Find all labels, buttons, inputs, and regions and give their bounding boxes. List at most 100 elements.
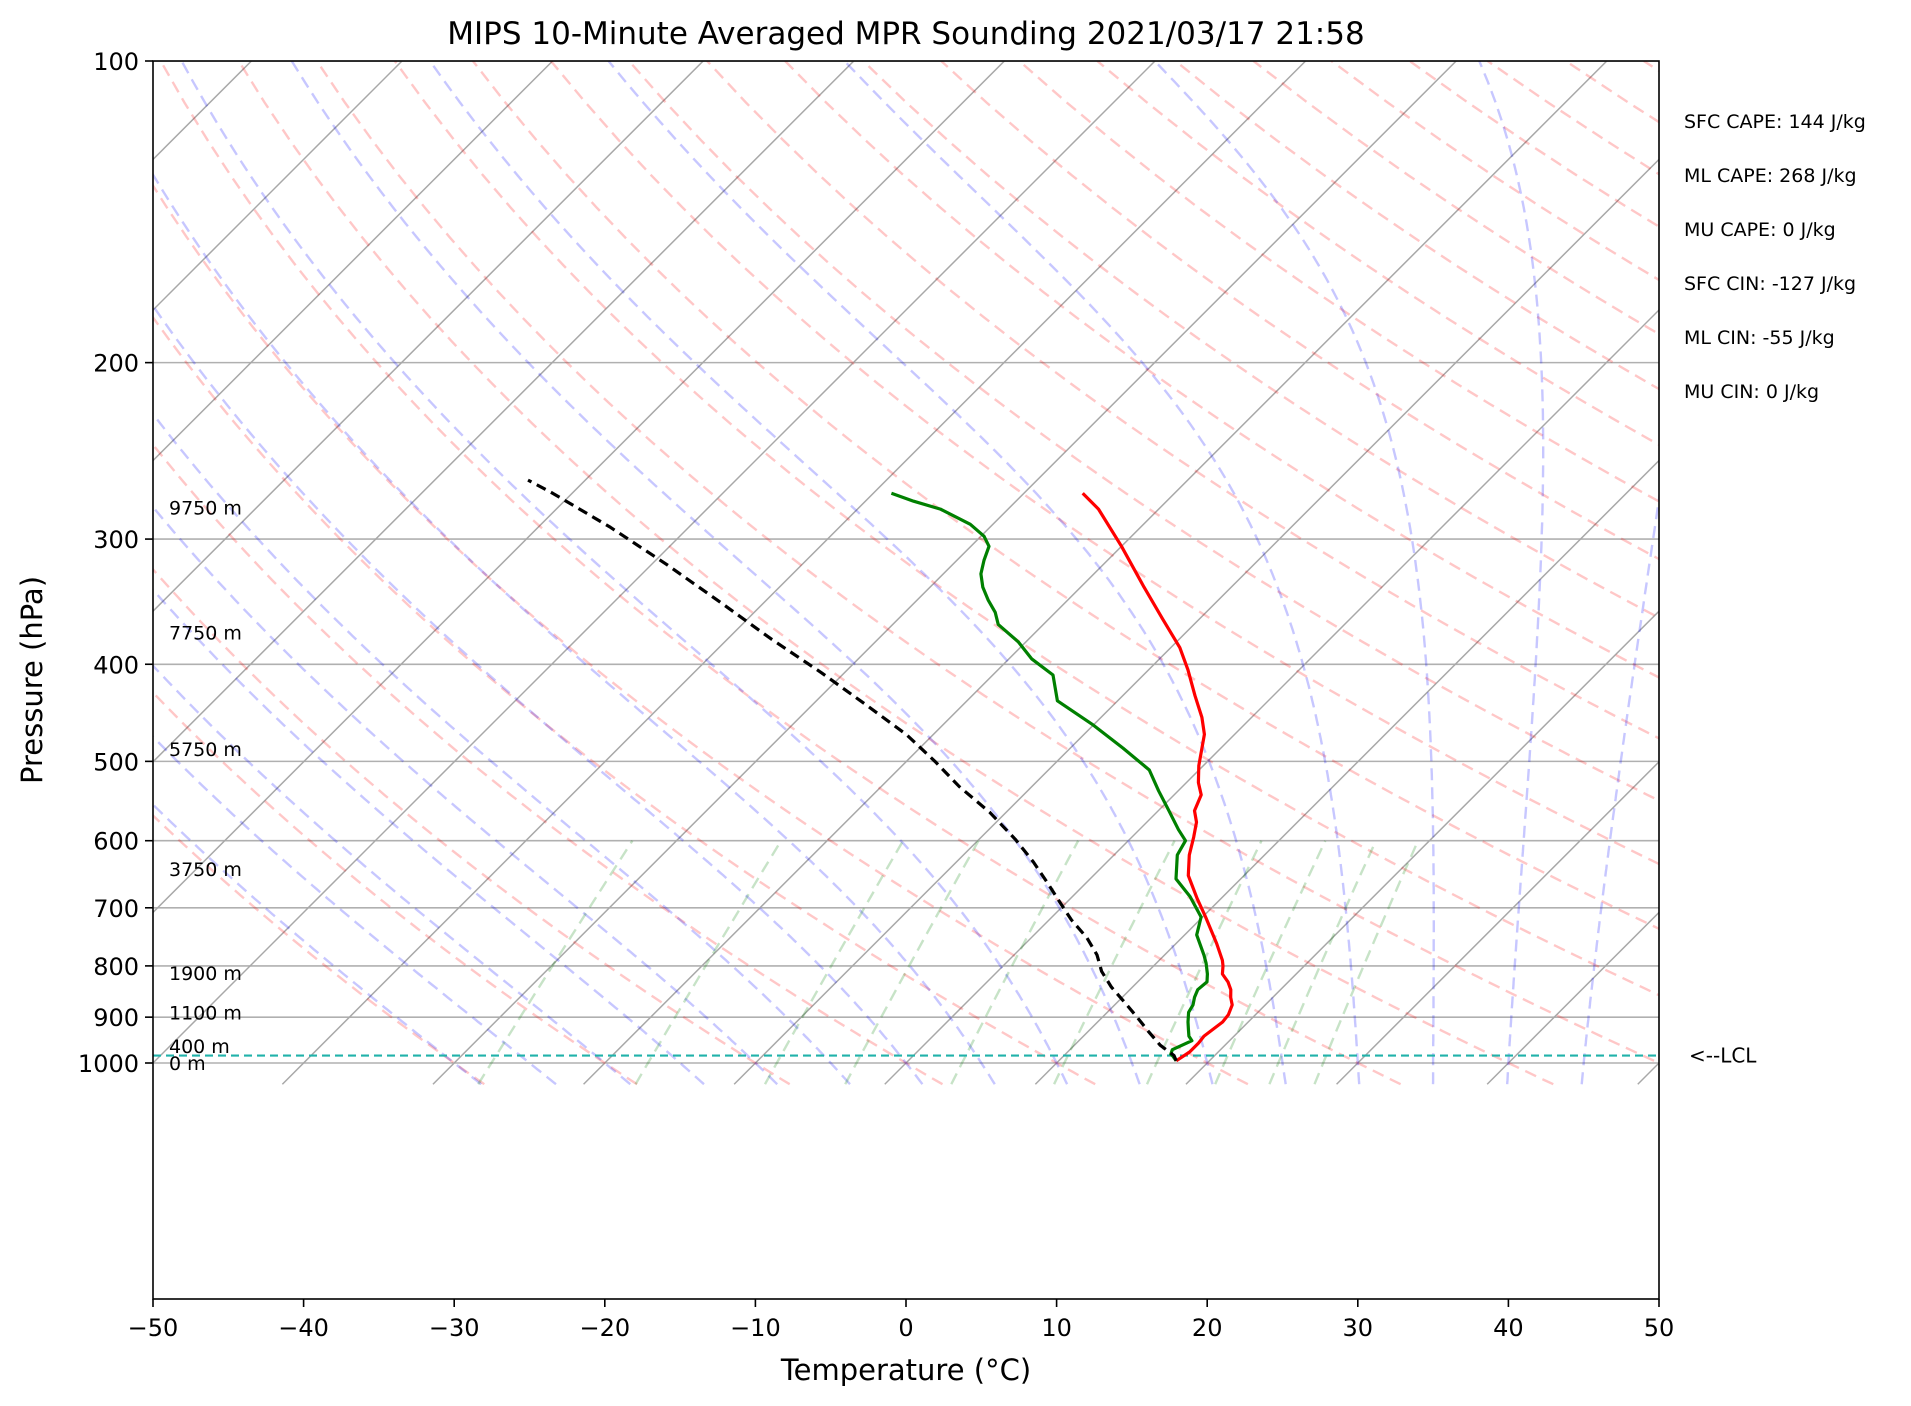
height-label: 1100 m — [169, 1002, 242, 1024]
y-tick-label: 100 — [93, 48, 139, 76]
series-layer — [527, 478, 1234, 1063]
dewpoint-profile-line — [890, 491, 1209, 1062]
mixing-ratio-line — [950, 840, 1080, 1085]
mixing-ratio-line — [763, 840, 905, 1085]
mixing-ratio-line — [477, 840, 634, 1085]
isotherm-line — [1336, 760, 1659, 1085]
parcel-profile-line — [527, 478, 1178, 1062]
dry-adiabat-line — [153, 567, 791, 1086]
dry-adiabat-line — [1408, 61, 1659, 229]
moist-adiabat-line — [153, 735, 557, 1086]
moist-adiabat-line — [153, 412, 851, 1086]
mixing-ratio-line — [1214, 840, 1327, 1085]
background-lines — [0, 61, 1911, 1086]
mixing-ratio-line — [1268, 840, 1377, 1085]
x-axis-label: Temperature (°C) — [780, 1353, 1031, 1387]
mixing-ratio-line — [1053, 840, 1176, 1085]
isotherm-line — [153, 61, 554, 462]
mixing-ratio-line — [1145, 840, 1263, 1085]
y-tick-label: 400 — [93, 651, 139, 679]
stat-line: MU CIN: 0 J/kg — [1684, 381, 1819, 403]
y-tick-label: 900 — [93, 1004, 139, 1032]
y-tick-label: 700 — [93, 895, 139, 923]
isotherm-line — [1185, 610, 1659, 1085]
frame-layer — [152, 60, 1660, 1300]
isotherm-line — [153, 61, 403, 312]
isotherm-line — [432, 61, 1457, 1085]
plot-frame — [152, 60, 1660, 1300]
moist-adiabat-line — [290, 61, 1141, 1085]
y-axis-label: Pressure (hPa) — [15, 576, 49, 784]
mixing-ratio-line — [634, 840, 783, 1085]
dry-adiabat-line — [1486, 61, 1659, 176]
isotherm-line — [153, 61, 1005, 914]
stat-line: SFC CAPE: 144 J/kg — [1684, 111, 1866, 133]
chart-title: MIPS 10-Minute Averaged MPR Sounding 202… — [447, 16, 1364, 52]
isotherm-line — [1486, 911, 1659, 1085]
moist-adiabat-line — [180, 61, 1069, 1085]
moist-adiabat-line — [153, 303, 924, 1085]
ticks-layer: −50 −40 −30 −20 −10 0 10 20 30 40 50 100 200 300 400 50… — [78, 48, 1674, 1342]
stat-line: SFC CIN: -127 J/kg — [1684, 273, 1856, 295]
isotherm-line — [153, 61, 252, 161]
isotherm-line — [0, 61, 101, 1084]
x-tick-label: 10 — [1041, 1314, 1072, 1342]
x-tick-label: −50 — [128, 1314, 179, 1342]
y-tick-label: 800 — [93, 953, 139, 981]
dry-adiabat-line — [1722, 61, 1911, 1084]
dry-adiabat-line — [1330, 61, 1659, 282]
stat-line: MU CAPE: 0 J/kg — [1684, 219, 1836, 241]
height-label: 9750 m — [169, 497, 242, 519]
dry-adiabat-line — [153, 442, 944, 1086]
dry-adiabat-line — [153, 813, 485, 1086]
isotherm-line — [1034, 459, 1659, 1085]
moist-adiabat-line — [153, 587, 705, 1086]
dry-adiabat-line — [628, 61, 1659, 802]
dry-adiabat-line — [315, 61, 1659, 1065]
dry-adiabat-line — [549, 61, 1659, 866]
dry-adiabat-line — [862, 61, 1659, 620]
moist-adiabat-line — [843, 61, 1361, 1085]
y-tick-label: 1000 — [78, 1050, 139, 1078]
moist-adiabat-line — [153, 802, 482, 1086]
y-tick-label: 500 — [93, 748, 139, 776]
x-tick-label: −10 — [730, 1314, 781, 1342]
stat-line: ML CAPE: 268 J/kg — [1684, 165, 1857, 187]
dry-adiabat-line — [1252, 61, 1659, 336]
x-tick-label: 40 — [1493, 1314, 1524, 1342]
dry-adiabat-line — [706, 61, 1659, 740]
isotherm-line — [583, 61, 1608, 1085]
y-tick-label: 200 — [93, 350, 139, 378]
temperature-profile-line — [1081, 492, 1234, 1063]
dry-adiabat-line — [153, 690, 638, 1086]
height-label: 5750 m — [169, 739, 242, 761]
mixing-ratio-line — [844, 840, 980, 1085]
isotherm-line — [884, 308, 1659, 1085]
height-label: 0 m — [169, 1053, 206, 1075]
dry-adiabat-line — [153, 183, 1249, 1086]
dry-adiabat-line — [1643, 61, 1659, 73]
isotherm-line — [733, 158, 1659, 1085]
moist-adiabat-line — [429, 61, 1214, 1085]
x-tick-label: −20 — [579, 1314, 630, 1342]
dry-adiabat-line — [159, 61, 1402, 1086]
isotherm-line — [153, 61, 704, 613]
isotherm-line — [153, 61, 1156, 1065]
height-label: 7750 m — [169, 623, 242, 645]
moist-adiabat-line — [607, 61, 1287, 1085]
dry-adiabat-line — [1096, 61, 1659, 447]
stat-line: ML CIN: -55 J/kg — [1684, 327, 1835, 349]
mixing-ratio-line — [1313, 840, 1420, 1085]
y-tick-label: 300 — [93, 526, 139, 554]
moist-adiabat-line — [153, 505, 779, 1086]
isotherm-line — [1788, 61, 1911, 1084]
x-tick-label: −30 — [429, 1314, 480, 1342]
moist-adiabat-line — [1580, 490, 1659, 1085]
moist-adiabat-line — [153, 663, 632, 1086]
isotherm-line — [281, 61, 1307, 1085]
isotherm-line — [153, 61, 855, 763]
x-tick-label: 30 — [1343, 1314, 1374, 1342]
dry-adiabat-line — [1565, 61, 1659, 124]
